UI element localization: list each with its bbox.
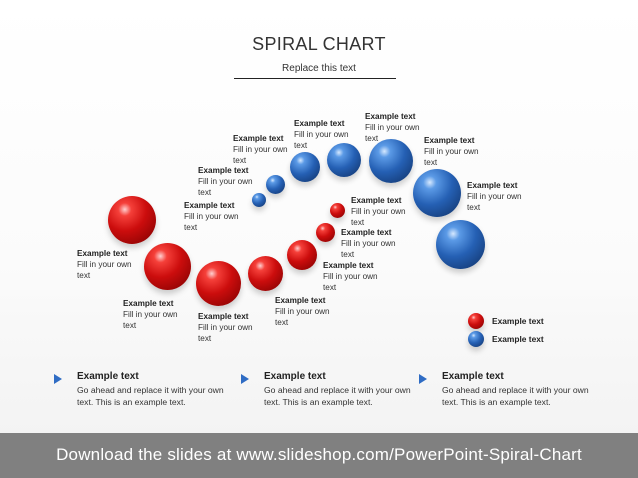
text-column-3: Example text Go ahead and replace it wit… <box>419 371 592 408</box>
blue-sphere-1 <box>252 193 266 207</box>
red-sphere-5 <box>287 240 317 270</box>
blue-sphere-6 <box>413 169 461 217</box>
spiral-label: Example text Fill in your own text <box>77 249 132 281</box>
spiral-label: Example text Fill in your own text <box>365 112 420 144</box>
arrow-right-icon <box>54 374 62 384</box>
spiral-label: Example text Fill in your own text <box>424 136 479 168</box>
spiral-label: Example text Fill in your own text <box>123 299 178 331</box>
text-column-2: Example text Go ahead and replace it wit… <box>241 371 414 408</box>
blue-sphere-5 <box>369 139 413 183</box>
spiral-label: Example text Fill in your own text <box>351 196 406 228</box>
red-sphere-1 <box>108 196 156 244</box>
column-body: Go ahead and replace it with your own te… <box>442 385 589 407</box>
column-heading: Example text <box>442 371 504 382</box>
spiral-label: Example text Fill in your own text <box>294 119 349 151</box>
spiral-label: Example text Fill in your own text <box>323 261 378 293</box>
slide-title: SPIRAL CHART <box>252 34 386 54</box>
column-heading: Example text <box>77 371 139 382</box>
blue-sphere-2 <box>266 175 285 194</box>
red-sphere-4 <box>248 256 283 291</box>
footer-bar: Download the slides at www.slideshop.com… <box>0 433 638 478</box>
footer-link-text[interactable]: Download the slides at www.slideshop.com… <box>56 445 582 464</box>
red-sphere-2 <box>144 243 191 290</box>
legend-label: Example text <box>492 316 544 326</box>
text-column-1: Example text Go ahead and replace it wit… <box>54 371 227 408</box>
legend-red-sphere <box>468 313 484 329</box>
column-heading: Example text <box>264 371 326 382</box>
blue-sphere-7 <box>436 220 485 269</box>
spiral-label: Example text Fill in your own text <box>198 166 253 198</box>
spiral-label: Example text Fill in your own text <box>184 201 239 233</box>
arrow-right-icon <box>419 374 427 384</box>
red-sphere-7 <box>330 203 345 218</box>
arrow-right-icon <box>241 374 249 384</box>
red-sphere-3 <box>196 261 241 306</box>
title-underline <box>234 78 396 79</box>
column-body: Go ahead and replace it with your own te… <box>264 385 411 407</box>
spiral-label: Example text Fill in your own text <box>233 134 288 166</box>
spiral-label: Example text Fill in your own text <box>198 312 253 344</box>
slide-subtitle: Replace this text <box>282 63 356 74</box>
blue-sphere-3 <box>290 152 320 182</box>
legend-label: Example text <box>492 334 544 344</box>
spiral-label: Example text Fill in your own text <box>341 228 396 260</box>
spiral-label: Example text Fill in your own text <box>467 181 522 213</box>
column-body: Go ahead and replace it with your own te… <box>77 385 224 407</box>
spiral-label: Example text Fill in your own text <box>275 296 330 328</box>
blue-sphere-4 <box>327 143 361 177</box>
red-sphere-6 <box>316 223 335 242</box>
legend-blue-sphere <box>468 331 484 347</box>
